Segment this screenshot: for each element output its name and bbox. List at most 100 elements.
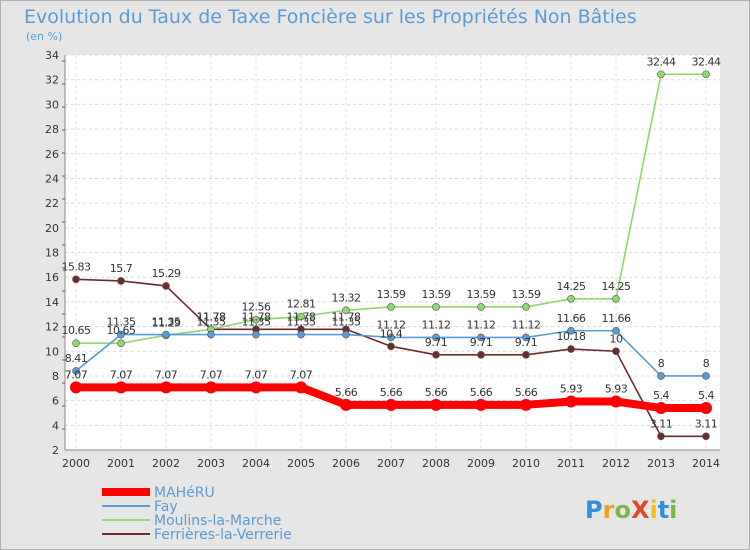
y-tick-label: 20: [45, 222, 59, 235]
data-label-maheru: 7.07: [65, 368, 88, 381]
data-point-maheru: [70, 381, 82, 394]
data-label-fay: 11.35: [287, 316, 316, 329]
data-point-fay: [387, 333, 395, 342]
x-tick-label: 2002: [152, 457, 180, 470]
data-point-maheru: [700, 402, 712, 415]
x-tick-label: 2010: [512, 457, 540, 470]
logo-letter: t: [658, 496, 669, 524]
y-tick-label: 18: [45, 247, 59, 260]
data-label-moulins-la-marche: 11.29: [152, 316, 181, 329]
data-label-maheru: 5.66: [515, 386, 538, 399]
y-tick-label: 24: [45, 172, 59, 185]
data-point-fay: [207, 330, 215, 339]
y-tick-label: 8: [52, 370, 59, 383]
data-point-moulins-la-marche: [612, 294, 620, 303]
data-label-fay: 11.12: [377, 318, 406, 331]
data-label-maheru: 5.93: [560, 382, 583, 395]
data-point-moulins-la-marche: [432, 303, 440, 311]
data-label-ferrieres-la-verrerie: 11.78: [197, 310, 226, 323]
data-point-maheru: [385, 398, 397, 411]
y-tick-label: 12: [45, 321, 59, 334]
data-point-fay: [477, 333, 485, 342]
data-label-maheru: 5.93: [605, 382, 628, 395]
data-point-maheru: [610, 395, 622, 408]
data-point-maheru: [115, 381, 127, 394]
legend-label-ferrieres-la-verrerie: Ferrières-la-Verrerie: [154, 527, 292, 543]
x-tick-label: 2006: [332, 457, 360, 470]
data-point-ferrieres-la-verrerie: [432, 351, 440, 359]
data-point-ferrieres-la-verrerie: [702, 432, 710, 441]
logo-letter: X: [631, 496, 650, 524]
data-point-moulins-la-marche: [477, 303, 485, 311]
data-label-moulins-la-marche: 12.81: [287, 298, 316, 311]
data-point-fay: [162, 330, 170, 339]
data-point-fay: [342, 330, 350, 339]
data-point-fay: [702, 372, 710, 380]
data-point-moulins-la-marche: [252, 315, 260, 324]
data-point-fay: [432, 333, 440, 342]
y-tick-label: 14: [45, 296, 59, 309]
data-label-moulins-la-marche: 13.59: [467, 288, 496, 301]
data-point-ferrieres-la-verrerie: [522, 351, 530, 359]
data-point-ferrieres-la-verrerie: [567, 345, 575, 353]
x-tick-label: 2004: [242, 457, 270, 470]
data-label-maheru: 5.66: [425, 386, 448, 399]
data-point-maheru: [565, 395, 577, 408]
logo-letter: i: [649, 496, 657, 524]
data-label-ferrieres-la-verrerie: 15.29: [152, 267, 181, 280]
data-point-moulins-la-marche: [387, 303, 395, 311]
data-label-maheru: 5.66: [380, 386, 403, 399]
data-point-fay: [297, 330, 305, 339]
data-point-ferrieres-la-verrerie: [387, 342, 395, 351]
data-label-moulins-la-marche: 10.65: [62, 324, 91, 337]
data-label-maheru: 7.07: [245, 368, 268, 381]
data-label-fay: 11.12: [422, 318, 451, 331]
data-point-ferrieres-la-verrerie: [477, 351, 485, 359]
data-label-ferrieres-la-verrerie: 10: [610, 332, 623, 345]
data-point-fay: [72, 367, 80, 375]
data-point-maheru: [655, 402, 667, 415]
x-tick-label: 2013: [647, 457, 675, 470]
data-point-moulins-la-marche: [522, 303, 530, 311]
data-label-fay: 8: [703, 357, 710, 370]
x-tick-label: 2003: [197, 457, 225, 470]
data-point-fay: [117, 330, 125, 339]
data-label-maheru: 5.66: [335, 386, 358, 399]
data-point-ferrieres-la-verrerie: [72, 275, 80, 284]
y-tick-label: 22: [45, 197, 59, 210]
data-point-moulins-la-marche: [567, 294, 575, 303]
data-label-fay: 11.35: [197, 316, 226, 329]
data-point-ferrieres-la-verrerie: [657, 432, 665, 441]
data-point-moulins-la-marche: [702, 70, 710, 79]
data-label-ferrieres-la-verrerie: 15.83: [62, 260, 91, 273]
data-label-ferrieres-la-verrerie: 9.71: [425, 336, 448, 349]
data-label-fay: 11.35: [107, 316, 136, 329]
data-point-maheru: [250, 381, 262, 394]
data-label-ferrieres-la-verrerie: 9.71: [515, 336, 538, 349]
data-label-fay: 8: [658, 357, 665, 370]
y-tick-label: 26: [45, 148, 59, 161]
data-label-maheru: 7.07: [290, 368, 313, 381]
data-label-moulins-la-marche: 32.44: [692, 55, 721, 68]
data-label-maheru: 5.4: [698, 389, 714, 402]
data-point-maheru: [430, 398, 442, 411]
data-label-fay: 11.12: [512, 318, 541, 331]
data-point-maheru: [205, 381, 217, 394]
data-label-ferrieres-la-verrerie: 3.11: [650, 417, 673, 430]
data-point-maheru: [160, 381, 172, 394]
data-label-maheru: 7.07: [110, 368, 133, 381]
data-point-moulins-la-marche: [72, 339, 80, 348]
data-point-moulins-la-marche: [297, 312, 305, 321]
y-tick-label: 28: [45, 123, 59, 136]
data-label-moulins-la-marche: 11.78: [197, 310, 226, 323]
y-tick-label: 2: [52, 444, 59, 457]
logo-letter: P: [585, 496, 603, 524]
data-label-ferrieres-la-verrerie: 11.78: [242, 310, 271, 323]
data-point-maheru: [295, 381, 307, 394]
data-point-maheru: [340, 398, 352, 411]
data-label-moulins-la-marche: 13.32: [332, 291, 361, 304]
data-point-fay: [252, 330, 260, 339]
data-label-maheru: 7.07: [200, 368, 223, 381]
